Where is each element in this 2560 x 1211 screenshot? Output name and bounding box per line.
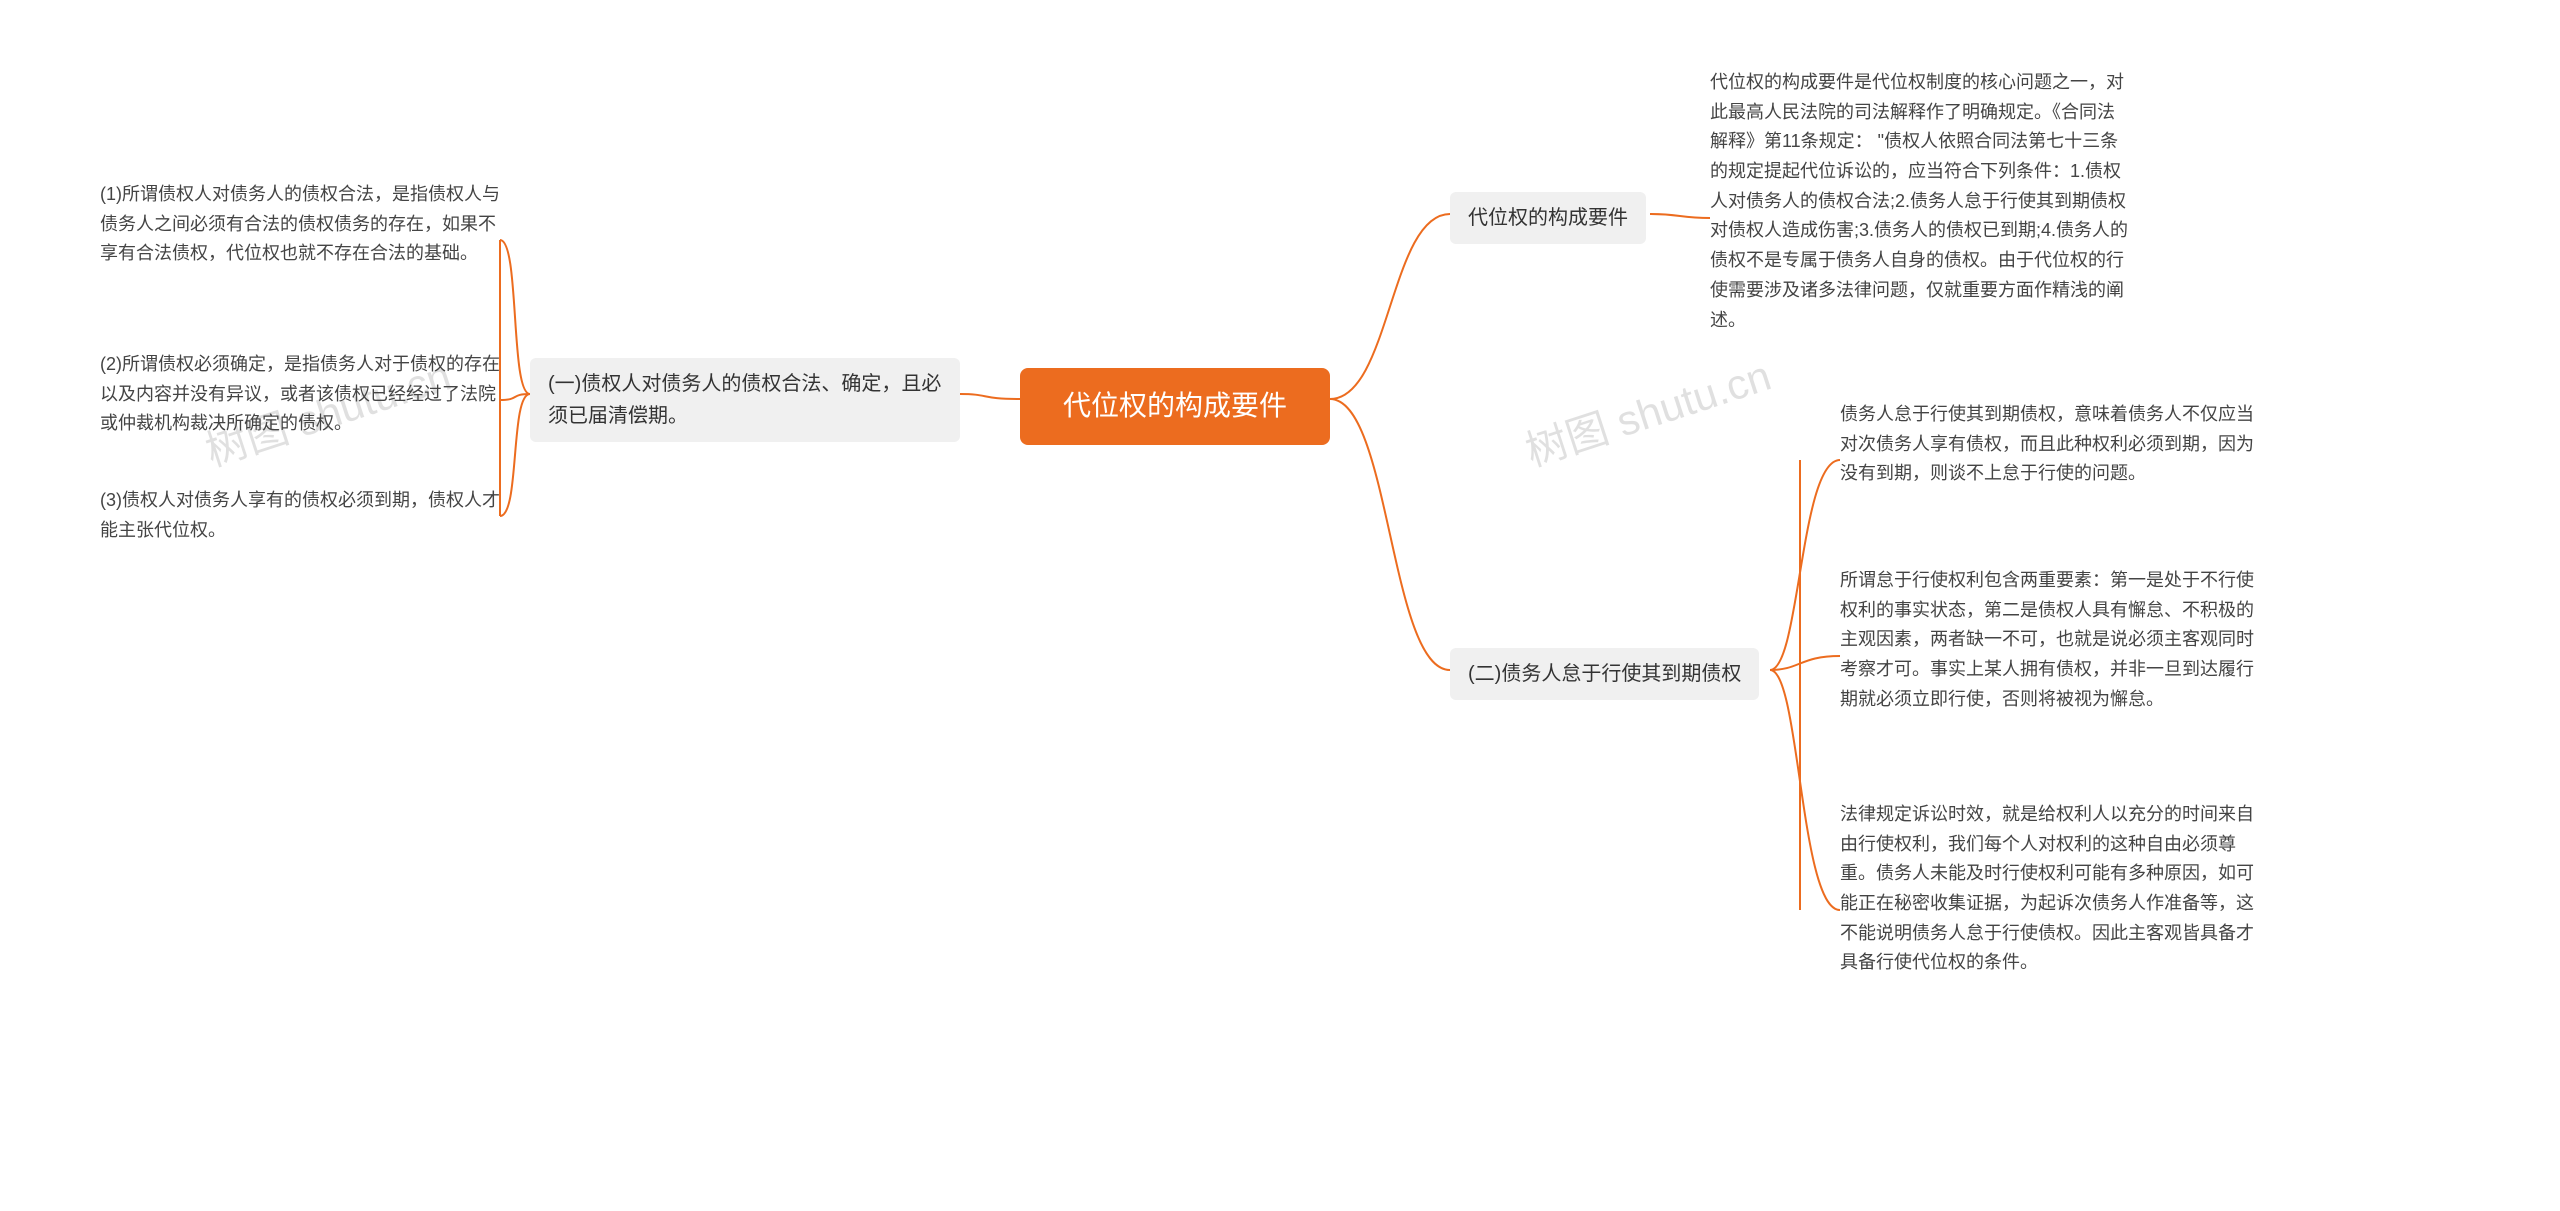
- branch-node-left-1[interactable]: (一)债权人对债务人的债权合法、确定，且必须已届清偿期。: [530, 358, 960, 442]
- leaf-node: 法律规定诉讼时效，就是给权利人以充分的时间来自由行使权利，我们每个人对权利的这种…: [1840, 800, 2260, 978]
- leaf-node: 所谓怠于行使权利包含两重要素：第一是处于不行使权利的事实状态，第二是债权人具有懈…: [1840, 566, 2260, 714]
- leaf-node: (3)债权人对债务人享有的债权必须到期，债权人才能主张代位权。: [100, 486, 500, 545]
- leaf-node: 债务人怠于行使其到期债权，意味着债务人不仅应当对次债务人享有债权，而且此种权利必…: [1840, 400, 2260, 489]
- leaf-node: (1)所谓债权人对债务人的债权合法，是指债权人与债务人之间必须有合法的债权债务的…: [100, 180, 500, 269]
- leaf-node: 代位权的构成要件是代位权制度的核心问题之一，对此最高人民法院的司法解释作了明确规…: [1710, 68, 2130, 335]
- watermark: 树图 shutu.cn: [1517, 342, 1778, 479]
- leaf-node: (2)所谓债权必须确定，是指债务人对于债权的存在以及内容并没有异议，或者该债权已…: [100, 350, 500, 439]
- branch-node-right-2[interactable]: (二)债务人怠于行使其到期债权: [1450, 648, 1759, 700]
- branch-node-right-1[interactable]: 代位权的构成要件: [1450, 192, 1646, 244]
- root-node[interactable]: 代位权的构成要件: [1020, 368, 1330, 445]
